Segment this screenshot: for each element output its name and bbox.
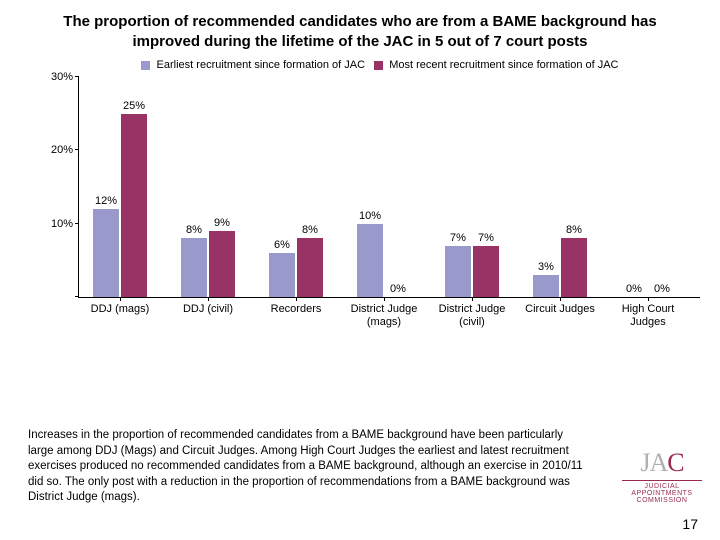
x-category-label: District Judge (civil) (433, 297, 511, 328)
x-category-label: DDJ (mags) (81, 297, 159, 316)
bar-value-label: 8% (186, 224, 202, 238)
bar-chart: 10%20%30%12%25%DDJ (mags)8%9%DDJ (civil)… (78, 77, 700, 298)
chart-area: Earliest recruitment since formation of … (60, 59, 700, 359)
bar-value-label: 0% (626, 283, 642, 297)
legend-swatch-1 (141, 61, 150, 70)
legend-label-1: Earliest recruitment since formation of … (157, 59, 365, 71)
bar-value-label: 12% (95, 195, 117, 209)
bar: 8% (297, 238, 323, 297)
bar: 7% (445, 246, 471, 297)
bar: 3% (533, 275, 559, 297)
bar-value-label: 9% (214, 217, 230, 231)
bar: 9% (209, 231, 235, 297)
jac-logo: JAC JUDICIAL APPOINTMENTS COMMISSION (622, 448, 702, 504)
x-category-label: Circuit Judges (521, 297, 599, 316)
x-category-label: District Judge (mags) (345, 297, 423, 328)
logo-line2: APPOINTMENTS (622, 490, 702, 497)
legend-label-2: Most recent recruitment since formation … (389, 59, 618, 71)
bar-value-label: 25% (123, 100, 145, 114)
bar-value-label: 3% (538, 261, 554, 275)
x-category-label: Recorders (257, 297, 335, 316)
bar: 10% (357, 224, 383, 297)
legend: Earliest recruitment since formation of … (60, 59, 700, 77)
bar: 12% (93, 209, 119, 297)
bar-value-label: 10% (359, 210, 381, 224)
x-category-label: DDJ (civil) (169, 297, 247, 316)
legend-swatch-2 (374, 61, 383, 70)
bar-value-label: 6% (274, 239, 290, 253)
bar-value-label: 0% (390, 283, 406, 297)
y-tick-label: 20% (51, 144, 79, 156)
bar: 8% (561, 238, 587, 297)
bar-value-label: 8% (566, 224, 582, 238)
bar-value-label: 7% (478, 232, 494, 246)
bar: 8% (181, 238, 207, 297)
bar: 7% (473, 246, 499, 297)
bar: 25% (121, 114, 147, 297)
logo-line3: COMMISSION (622, 497, 702, 504)
bar-value-label: 0% (654, 283, 670, 297)
caption-text: Increases in the proportion of recommend… (28, 428, 590, 506)
page-title: The proportion of recommended candidates… (0, 0, 720, 59)
y-tick-label: 30% (51, 71, 79, 83)
bar-value-label: 8% (302, 224, 318, 238)
x-category-label: High Court Judges (609, 297, 687, 328)
logo-mark: JAC (622, 448, 702, 478)
page-number: 17 (682, 516, 698, 532)
bar-value-label: 7% (450, 232, 466, 246)
y-tick-label: 10% (51, 218, 79, 230)
logo-line1: JUDICIAL (622, 483, 702, 490)
bar: 6% (269, 253, 295, 297)
